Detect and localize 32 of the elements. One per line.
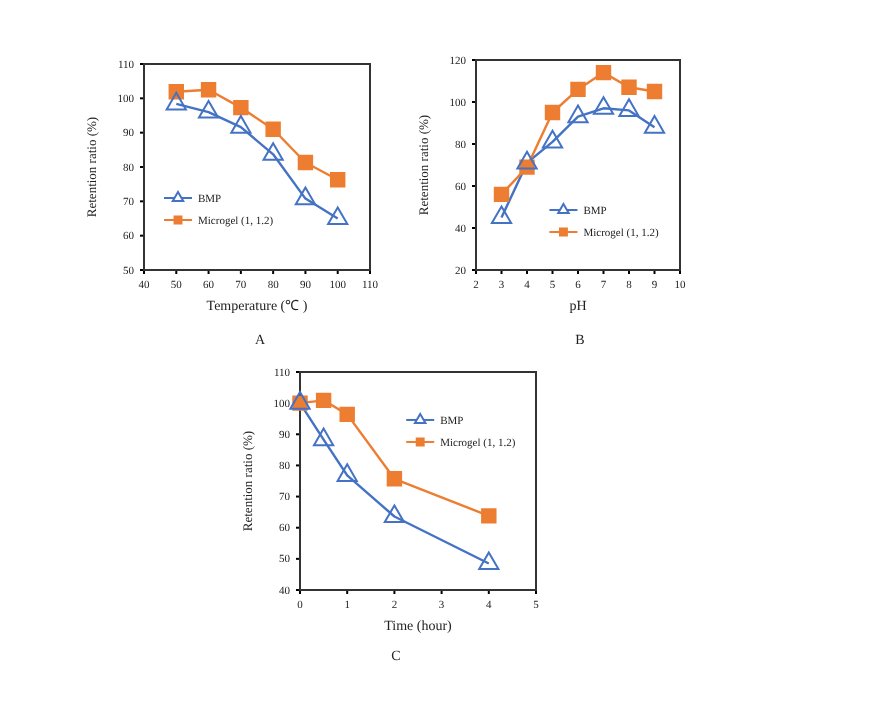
point: [262, 142, 284, 161]
point: [643, 115, 666, 134]
point: [490, 205, 513, 225]
point: [493, 186, 510, 203]
point: [336, 463, 358, 482]
point: [330, 172, 346, 188]
point: [618, 98, 640, 117]
point: [595, 64, 612, 81]
point: [339, 406, 355, 423]
point: [200, 82, 217, 98]
point: [646, 83, 663, 100]
point: [570, 81, 586, 98]
point: [294, 186, 317, 206]
point: [481, 508, 497, 524]
point: [544, 104, 561, 121]
point: [265, 121, 281, 137]
point: [197, 99, 220, 119]
point: [315, 392, 332, 409]
point: [297, 154, 314, 171]
point: [312, 427, 335, 447]
point: [567, 104, 589, 124]
point: [516, 150, 538, 170]
point: [165, 91, 187, 111]
point: [478, 551, 500, 571]
point: [383, 504, 406, 524]
point: [233, 99, 249, 116]
point: [592, 96, 615, 115]
point: [541, 129, 564, 149]
point: [621, 79, 637, 96]
point: [230, 115, 252, 134]
point: [386, 471, 403, 487]
point: [327, 206, 349, 226]
